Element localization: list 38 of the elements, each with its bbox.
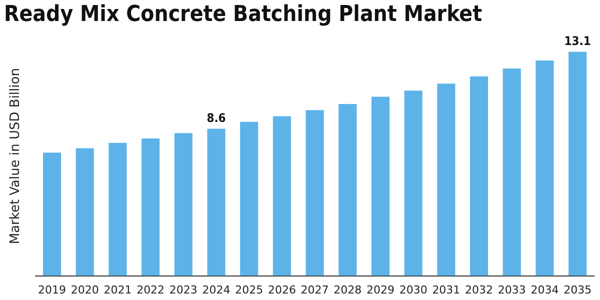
x-tick-label: 2028: [334, 283, 362, 296]
bar: [174, 133, 192, 276]
x-tick-label: 2024: [202, 283, 230, 296]
x-tick-label: 2029: [366, 283, 394, 296]
bar: [306, 110, 324, 276]
bar: [371, 96, 390, 276]
data-label: 8.6: [206, 110, 226, 125]
bar: [470, 76, 488, 276]
bar: [42, 152, 62, 276]
x-tick-label: 2021: [104, 283, 132, 296]
x-tick-label: 2034: [530, 283, 559, 296]
bar: [568, 52, 587, 276]
bar: [207, 128, 226, 276]
bar: [502, 68, 521, 276]
y-axis-title: Market Value in USD Billion: [8, 68, 24, 244]
bar: [536, 60, 554, 276]
x-tick-label: 2020: [70, 283, 99, 296]
bar: [76, 148, 94, 276]
x-tick-label: 2035: [564, 283, 592, 296]
x-tick-label: 2033: [498, 283, 526, 296]
x-tick-label: 2032: [465, 283, 494, 296]
x-tick-label: 2025: [235, 283, 264, 296]
bar: [404, 90, 422, 276]
bar: [338, 104, 357, 276]
chart-title: Ready Mix Concrete Batching Plant Market: [4, 2, 483, 27]
x-tick-label: 2026: [268, 283, 296, 296]
data-label: 13.1: [564, 34, 591, 48]
bar: [142, 138, 160, 276]
x-tick-label: 2023: [169, 283, 198, 296]
bar: [272, 116, 291, 276]
x-tick-label: 2027: [300, 283, 329, 296]
x-tick-label: 2030: [399, 283, 428, 296]
bar: [108, 142, 127, 276]
x-tick-label: 2031: [432, 283, 460, 296]
bar: [437, 84, 456, 276]
x-tick-label: 2022: [136, 283, 165, 296]
bar: [240, 122, 258, 276]
x-tick-label: 2019: [38, 283, 66, 296]
